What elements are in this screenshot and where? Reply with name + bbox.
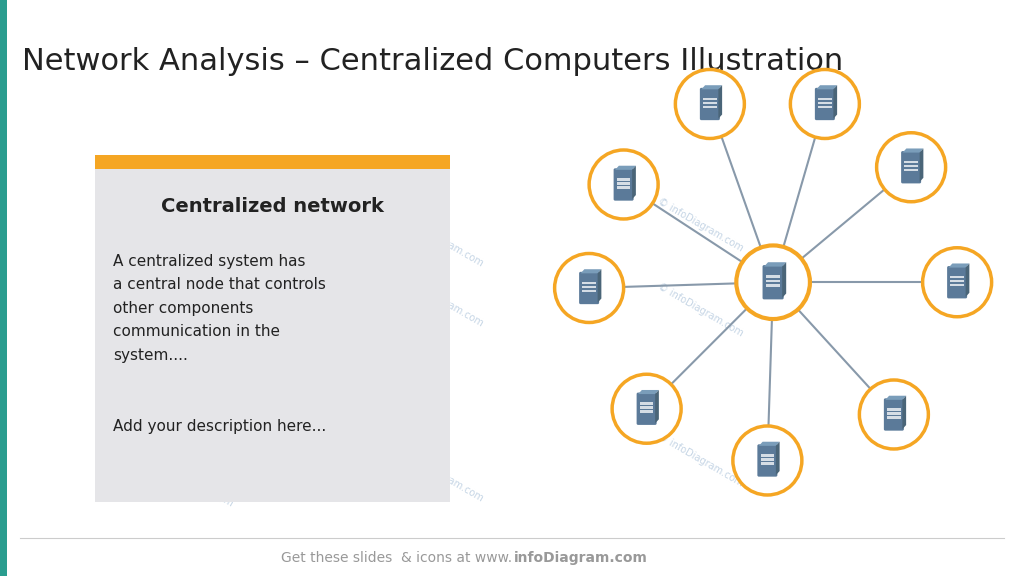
FancyBboxPatch shape (703, 97, 717, 100)
FancyBboxPatch shape (763, 265, 783, 300)
FancyBboxPatch shape (616, 182, 631, 185)
Polygon shape (776, 442, 779, 475)
FancyBboxPatch shape (703, 101, 717, 104)
Text: Add your description here...: Add your description here... (113, 419, 327, 434)
Text: infoDiagram.com: infoDiagram.com (514, 551, 648, 565)
FancyBboxPatch shape (583, 286, 596, 288)
FancyBboxPatch shape (904, 165, 918, 168)
FancyBboxPatch shape (758, 444, 777, 477)
Polygon shape (581, 269, 601, 274)
FancyBboxPatch shape (884, 399, 904, 431)
Text: © infoDiagram.com: © infoDiagram.com (395, 211, 484, 268)
FancyBboxPatch shape (887, 412, 901, 415)
FancyBboxPatch shape (766, 275, 780, 278)
Circle shape (736, 245, 810, 319)
FancyBboxPatch shape (818, 101, 831, 104)
FancyBboxPatch shape (583, 290, 596, 292)
FancyBboxPatch shape (640, 402, 653, 405)
Text: Get these slides  & icons at www.: Get these slides & icons at www. (281, 551, 512, 565)
Text: © infoDiagram.com: © infoDiagram.com (145, 452, 234, 509)
FancyBboxPatch shape (699, 88, 720, 120)
FancyBboxPatch shape (947, 266, 967, 298)
FancyBboxPatch shape (950, 284, 964, 286)
Circle shape (612, 374, 681, 444)
Text: A centralized system has
a central node that controls
other components
communica: A centralized system has a central node … (113, 254, 326, 363)
FancyBboxPatch shape (761, 463, 774, 465)
FancyBboxPatch shape (0, 0, 7, 576)
Circle shape (589, 150, 658, 219)
FancyBboxPatch shape (640, 411, 653, 413)
FancyBboxPatch shape (583, 282, 596, 284)
FancyBboxPatch shape (766, 284, 780, 287)
Text: © infoDiagram.com: © infoDiagram.com (395, 271, 484, 328)
FancyBboxPatch shape (818, 97, 831, 100)
Polygon shape (920, 149, 924, 182)
Polygon shape (902, 396, 906, 429)
FancyBboxPatch shape (761, 458, 774, 461)
Circle shape (791, 70, 859, 138)
Polygon shape (719, 85, 722, 119)
Circle shape (676, 70, 744, 138)
Text: © infoDiagram.com: © infoDiagram.com (655, 282, 744, 339)
Text: © infoDiagram.com: © infoDiagram.com (655, 431, 744, 488)
Polygon shape (816, 85, 837, 89)
Polygon shape (902, 149, 924, 153)
Text: © infoDiagram.com: © infoDiagram.com (655, 196, 744, 253)
FancyBboxPatch shape (640, 407, 653, 409)
FancyBboxPatch shape (637, 393, 656, 425)
Text: © infoDiagram.com: © infoDiagram.com (395, 446, 484, 503)
FancyBboxPatch shape (815, 88, 835, 120)
Circle shape (923, 248, 991, 317)
Polygon shape (701, 85, 722, 89)
FancyBboxPatch shape (95, 155, 450, 169)
FancyBboxPatch shape (703, 106, 717, 108)
Circle shape (877, 132, 945, 202)
FancyBboxPatch shape (616, 186, 631, 189)
FancyBboxPatch shape (950, 280, 964, 282)
Text: Centralized network: Centralized network (161, 198, 384, 217)
Text: © infoDiagram.com: © infoDiagram.com (145, 211, 234, 268)
Polygon shape (759, 442, 779, 446)
Polygon shape (615, 166, 636, 170)
FancyBboxPatch shape (950, 276, 964, 278)
Circle shape (733, 426, 802, 495)
FancyBboxPatch shape (818, 106, 831, 108)
Polygon shape (764, 262, 786, 267)
Circle shape (555, 253, 624, 323)
Polygon shape (655, 390, 658, 423)
Text: Network Analysis – Centralized Computers Illustration: Network Analysis – Centralized Computers… (22, 47, 843, 77)
FancyBboxPatch shape (901, 151, 922, 183)
FancyBboxPatch shape (887, 408, 901, 411)
Polygon shape (886, 396, 906, 400)
FancyBboxPatch shape (766, 280, 780, 282)
FancyBboxPatch shape (904, 161, 918, 163)
Polygon shape (632, 166, 636, 199)
FancyBboxPatch shape (95, 167, 450, 502)
FancyBboxPatch shape (613, 168, 634, 200)
FancyBboxPatch shape (904, 169, 918, 172)
Polygon shape (948, 263, 970, 268)
Polygon shape (598, 269, 601, 302)
Polygon shape (782, 262, 786, 298)
FancyBboxPatch shape (616, 178, 631, 180)
Polygon shape (638, 390, 658, 394)
FancyBboxPatch shape (580, 272, 599, 304)
FancyBboxPatch shape (887, 416, 901, 419)
Circle shape (859, 380, 929, 449)
Polygon shape (966, 263, 970, 297)
Polygon shape (834, 85, 837, 119)
FancyBboxPatch shape (761, 454, 774, 457)
